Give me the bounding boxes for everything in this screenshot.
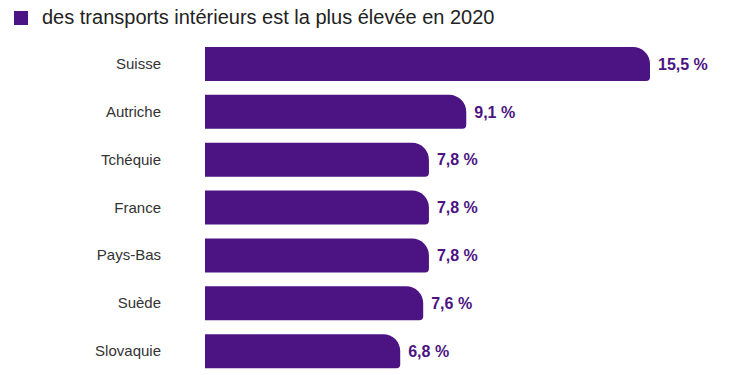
svg-text:7,6 %: 7,6 % (431, 295, 472, 312)
svg-text:7,8 %: 7,8 % (437, 247, 478, 264)
svg-text:Tchéquie: Tchéquie (101, 151, 161, 168)
svg-text:15,5 %: 15,5 % (658, 56, 708, 73)
svg-text:6,8 %: 6,8 % (408, 343, 449, 360)
svg-text:Suisse: Suisse (116, 55, 161, 72)
svg-text:Slovaquie: Slovaquie (95, 342, 161, 359)
svg-text:9,1 %: 9,1 % (474, 104, 515, 121)
svg-text:Pays-Bas: Pays-Bas (97, 246, 161, 263)
svg-text:Suède: Suède (118, 294, 161, 311)
svg-text:7,8 %: 7,8 % (437, 199, 478, 216)
svg-text:Autriche: Autriche (106, 103, 161, 120)
svg-text:7,8 %: 7,8 % (437, 151, 478, 168)
svg-text:France: France (114, 199, 161, 216)
html-text:des transports intérieurs est: des transports intérieurs est la plus él… (42, 6, 495, 28)
